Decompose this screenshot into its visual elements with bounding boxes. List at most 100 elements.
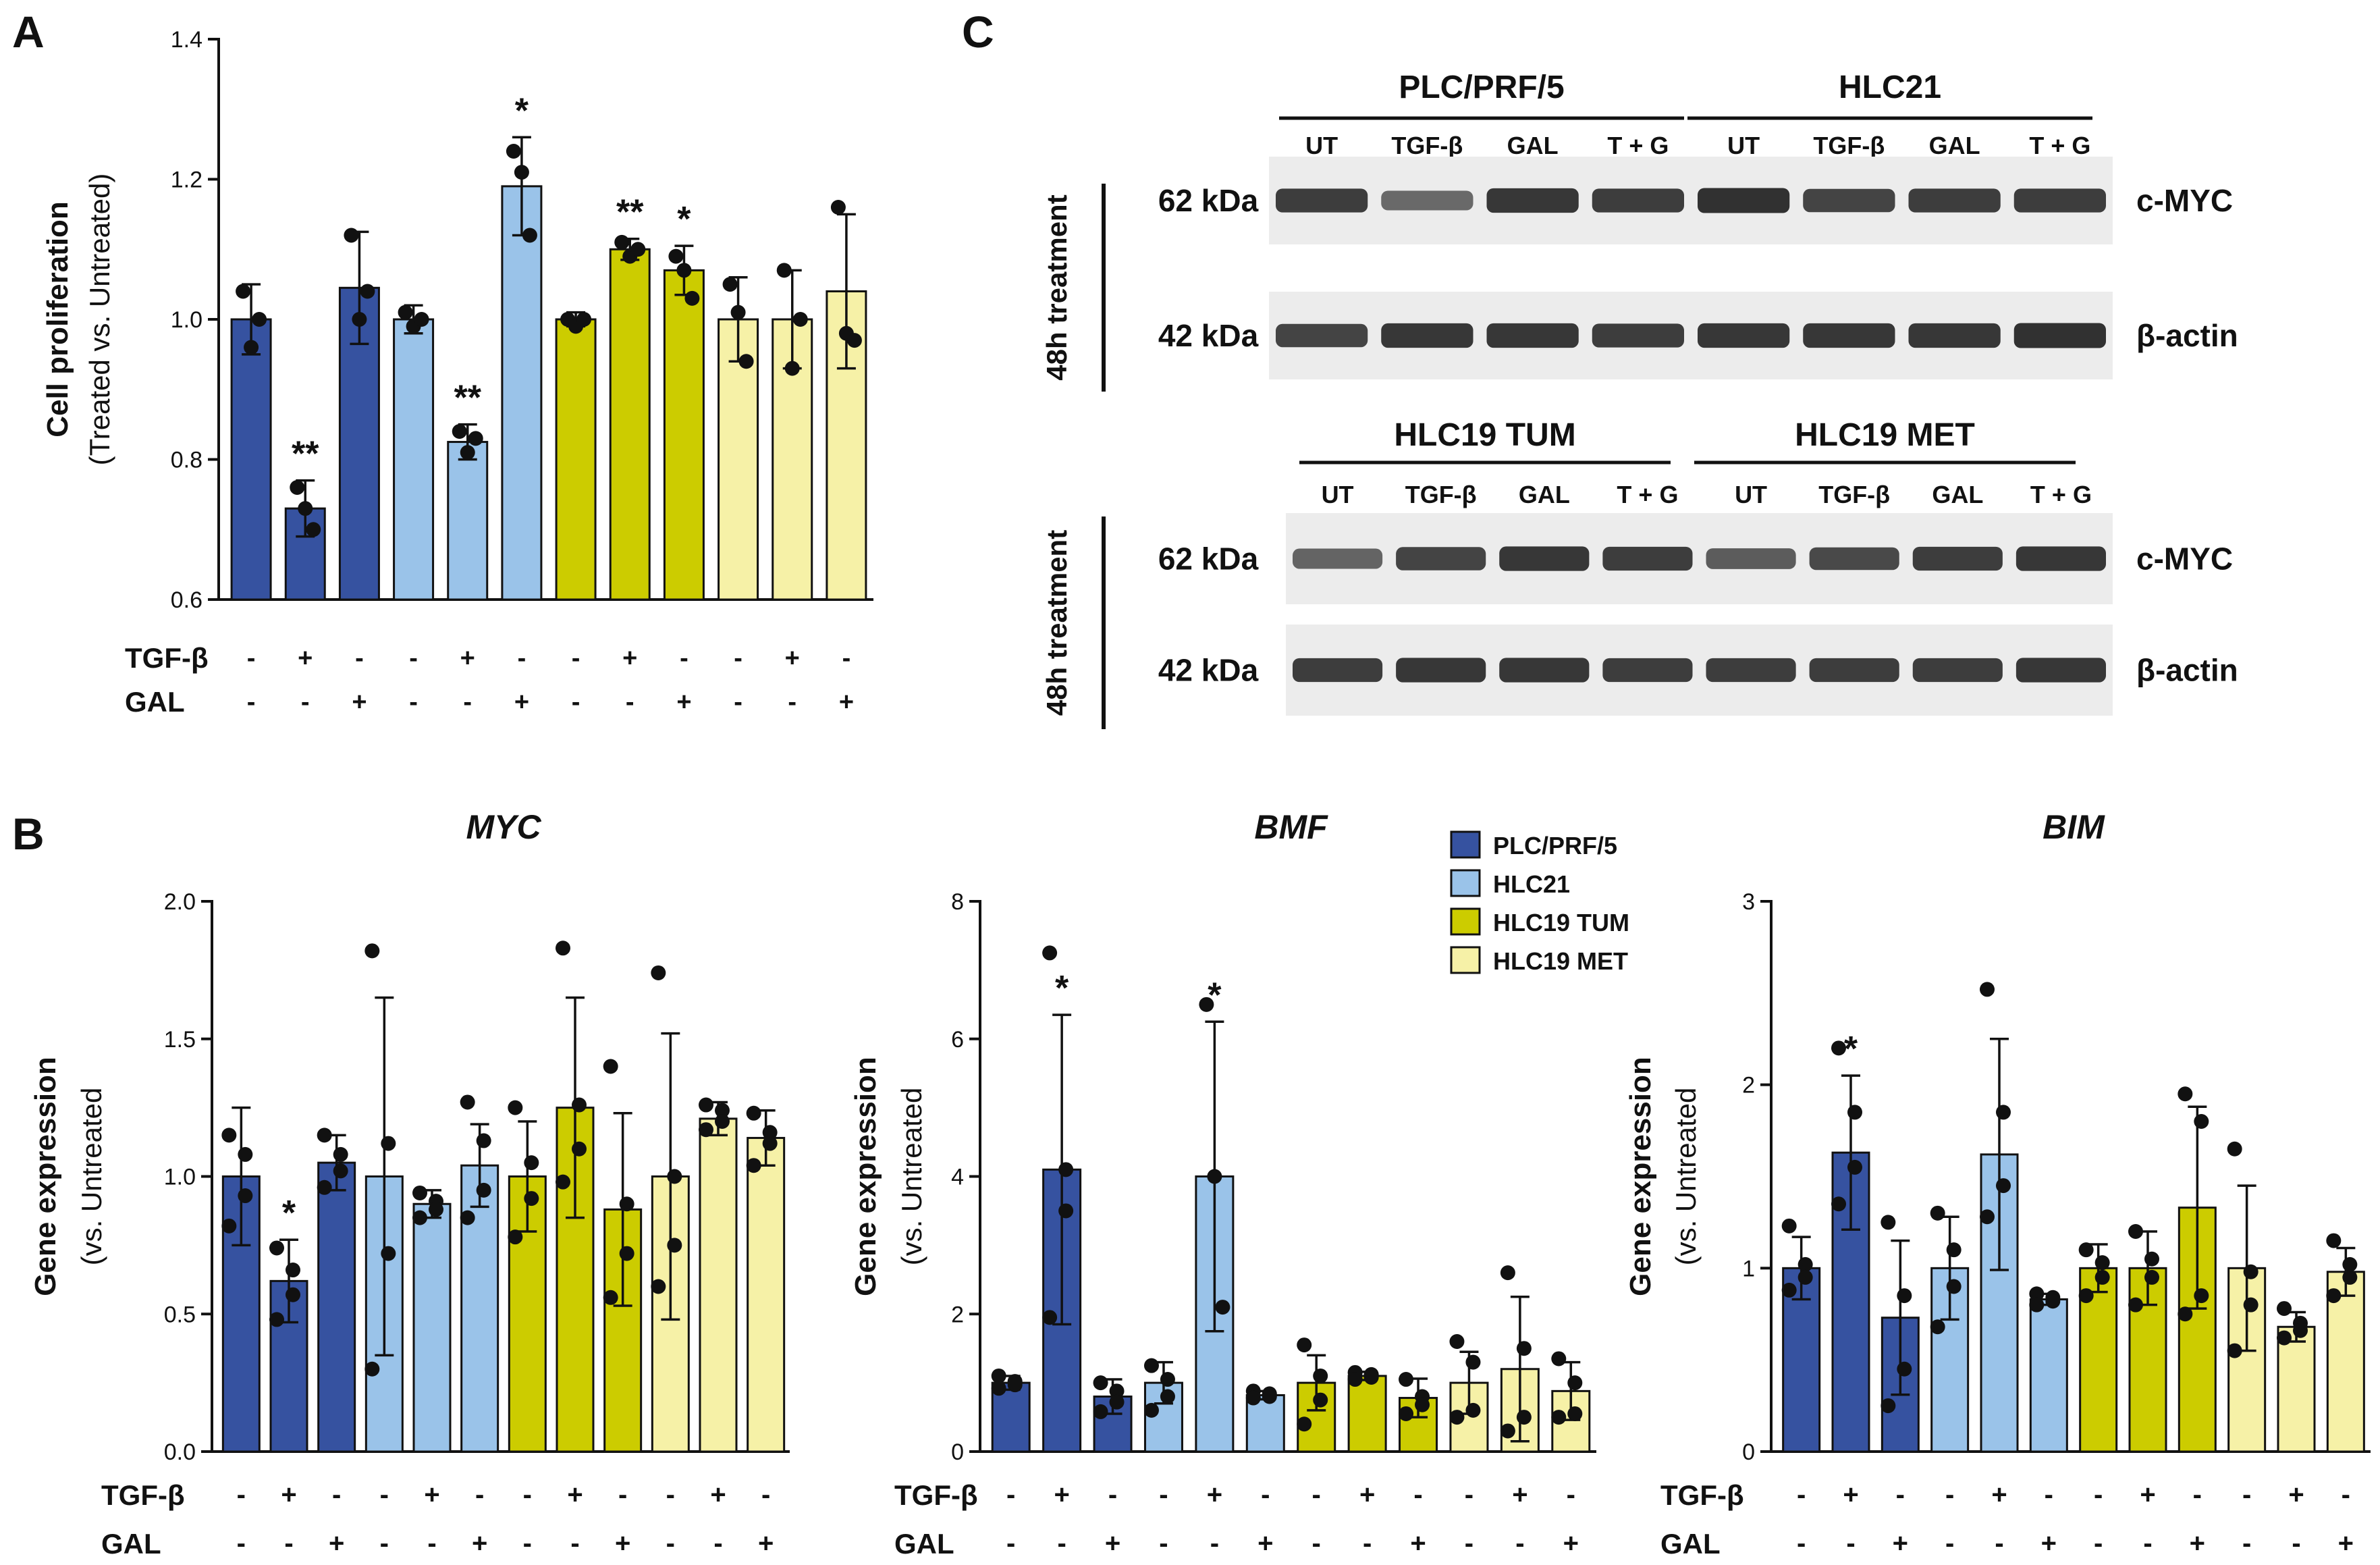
chart-bim-tgf-sign: - [2342,1480,2350,1510]
blot-bottom-band [2016,546,2106,571]
chart-a-data-point [684,290,700,306]
chart-myc-data-point [221,1128,237,1143]
chart-a-tgf-sign: - [355,644,364,672]
chart-bim-data-point [2277,1301,2292,1317]
chart-bmf-data-point [1516,1341,1532,1356]
chart-myc-data-point [317,1128,332,1143]
chart-myc-tgf-label: TGF-β [101,1479,185,1511]
blot-bottom-lane-label: T + G [2030,481,2092,508]
chart-myc-data-point [381,1136,396,1151]
chart-myc-tick-label: 0.5 [164,1302,196,1327]
chart-bim-data-point [2342,1256,2358,1272]
blot-bottom-band [1499,546,1590,571]
chart-bmf-ylabel-secondary: (vs. Untreated [896,1088,927,1266]
chart-myc-data-point [699,1122,713,1138]
chart-myc-gal-sign: - [380,1529,389,1558]
chart-myc-ylabel: Gene expression [29,1057,62,1296]
chart-bmf-tick-label: 4 [951,1165,964,1190]
chart-myc-data-point [333,1146,348,1162]
chart-bmf-data-point [991,1381,1006,1396]
chart-bmf-data-point [1313,1392,1328,1408]
blot-top-band [2013,188,2106,213]
blot-bottom-band [1809,658,1899,683]
chart-bmf-data-point [1058,1162,1074,1177]
chart-myc-gal-sign: - [523,1529,532,1558]
chart-bim-tgf-sign: + [2140,1480,2155,1510]
blot-top-side-label: 48h treatment [1041,194,1073,380]
legend-swatch-tum [1450,907,1481,936]
chart-bmf-data-point [1465,1402,1481,1418]
chart-bmf-significance: * [1208,976,1222,1015]
chart-a-tgf-sign: - [572,644,580,672]
chart-a-data-point [344,228,359,243]
chart-a-data-point [290,480,305,495]
chart-bim-title: BIM [2043,808,2105,846]
chart-bim-tgf-label: TGF-β [1660,1479,1744,1511]
chart-bim-data-point [2144,1269,2159,1285]
chart-bmf-data-point [1399,1372,1414,1387]
chart-bmf-gal-sign: - [1006,1529,1015,1558]
chart-bmf-tgf-label: TGF-β [894,1479,978,1511]
chart-a-bar [447,441,489,601]
chart-bmf-data-point [1042,1310,1058,1325]
chart-bim-gal-sign: + [2041,1529,2057,1558]
chart-a-data-point [846,333,862,348]
blot-top-lane-label: UT [1727,132,1760,159]
blot-bottom-band [1706,548,1796,569]
chart-myc-data-point [364,1361,380,1377]
chart-myc-tgf-sign: + [424,1480,439,1510]
chart-bim-data-point [1980,1209,1995,1225]
chart-a-data-point [630,242,646,257]
panel-label-c: C [962,7,994,57]
chart-myc-gal-label: GAL [101,1528,161,1560]
chart-bim-tick-label: 2 [1742,1073,1755,1098]
chart-a-gal-label: GAL [125,686,185,718]
chart-bim-expression: BIM Gene expression (vs. Untreated 0 1 2 3 - - * +… [1624,808,2371,1560]
chart-bmf-data-point [1143,1402,1159,1418]
chart-myc-tgf-sign: + [281,1480,296,1510]
chart-myc-gal-sign: - [666,1529,675,1558]
chart-myc-data-point [460,1210,475,1225]
chart-a-data-point [522,228,537,243]
chart-a-gal-sign: - [626,688,634,716]
chart-bmf-data-point [1143,1358,1159,1373]
blot-bottom-band [1602,658,1693,683]
blot-top-band [2013,323,2106,348]
chart-myc-tgf-sign: - [475,1480,484,1510]
blot-top-lane-label: UT [1305,132,1338,159]
chart-bim-gal-sign: - [1995,1529,2003,1558]
blot-top-lane-label: T + G [1607,132,1669,159]
blot-top-lane-label: GAL [1507,132,1559,159]
chart-bmf-tgf-sign: + [1359,1480,1375,1510]
chart-bim-gal-sign: - [2094,1529,2103,1558]
chart-myc-bar [269,1279,308,1453]
blot-bottom-kda-label: 42 kDa [1158,653,1259,688]
chart-myc-data-point [508,1229,523,1245]
chart-myc-data-point [221,1218,237,1234]
chart-bmf-tick-label: 6 [951,1027,964,1053]
chart-a-bar [230,318,272,601]
chart-myc-data-point [476,1133,491,1148]
chart-myc-data-point [603,1059,618,1074]
chart-bim-data-point [2078,1242,2094,1258]
chart-bmf-data-point [1449,1334,1465,1349]
chart-bmf-data-point [1160,1372,1175,1387]
chart-bmf-gal-sign: + [1563,1529,1579,1558]
blot-bottom-lane-label: UT [1322,481,1354,508]
chart-bmf-tgf-sign: + [1512,1480,1527,1510]
chart-myc-data-point [508,1100,523,1115]
chart-a-data-point [784,361,800,376]
chart-a-tgf-sign: + [785,644,800,672]
blot-top-band [1803,188,1895,213]
chart-bmf-gal-sign: - [1363,1529,1372,1558]
chart-a-tgf-sign: - [680,644,688,672]
chart-myc-title: MYC [466,808,541,846]
panel-label-b: B [12,809,45,859]
chart-bmf-gal-sign: - [1159,1529,1168,1558]
chart-a-tgf-sign: - [518,644,526,672]
chart-myc-tgf-sign: + [567,1480,583,1510]
chart-bmf-ylabel: Gene expression [849,1057,882,1296]
blot-top-group-label: PLC/PRF/5 [1399,70,1564,105]
chart-bmf-gal-sign: - [1057,1529,1066,1558]
chart-bmf-data-point [1415,1397,1430,1412]
